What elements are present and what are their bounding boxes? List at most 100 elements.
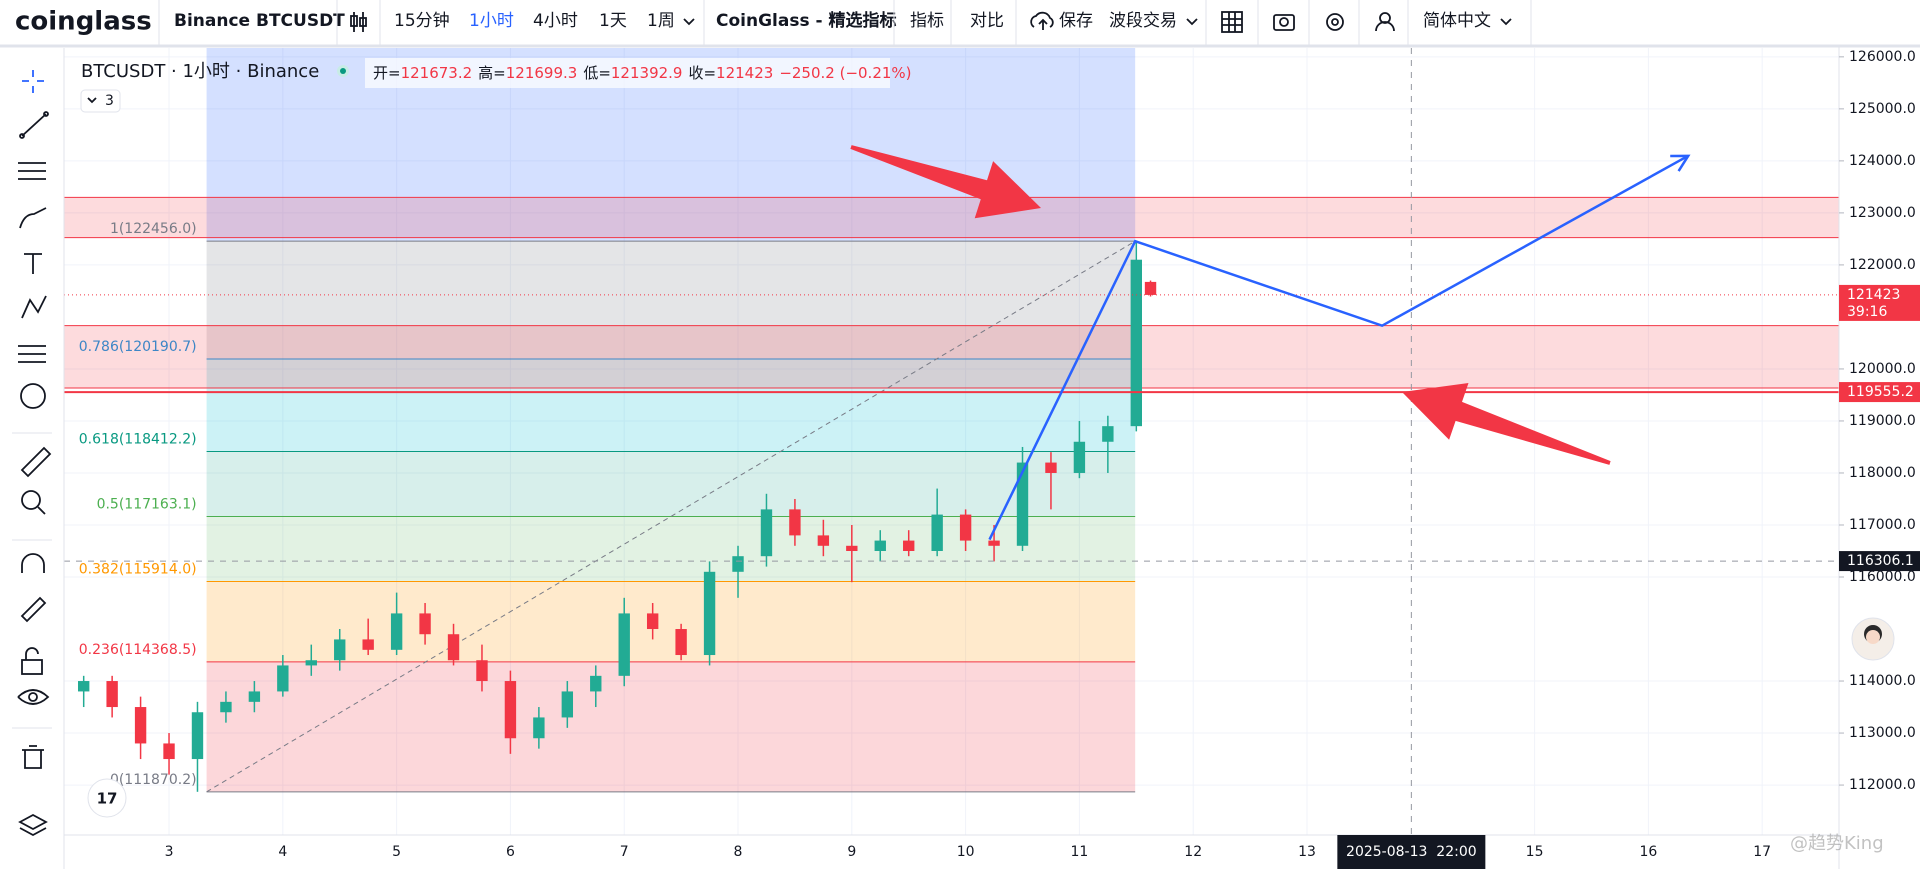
candle-body	[789, 509, 801, 536]
candle-body	[817, 535, 830, 546]
interval[interactable]: 1天	[599, 11, 627, 31]
layout[interactable]: 波段交易	[1109, 11, 1177, 31]
x-tick-label: 7	[620, 844, 629, 860]
y-tick-label: 124000.0	[1849, 153, 1916, 169]
label: 开=	[373, 64, 401, 82]
tv-logo	[87, 778, 127, 818]
time-axis	[0, 835, 1839, 869]
chevron[interactable]	[683, 18, 695, 26]
candle-body	[988, 540, 1000, 546]
x-tick-label: 11	[1070, 844, 1088, 860]
x-tick-label: 6	[506, 844, 515, 860]
countdown: 39:16	[1847, 304, 1887, 320]
preset[interactable]: CoinGlass - 精选指标	[716, 10, 896, 31]
zone	[64, 325, 1839, 388]
interval[interactable]: 4小时	[533, 11, 578, 31]
legend-bg	[365, 58, 890, 88]
indicators[interactable]: 指标	[910, 11, 944, 31]
interval[interactable]: 1小时	[469, 11, 514, 31]
chevron[interactable]	[1500, 18, 1512, 26]
candle-body	[1045, 462, 1057, 473]
status-dot	[340, 68, 346, 74]
interval[interactable]: 1周	[647, 11, 675, 31]
interval[interactable]: 15分钟	[394, 11, 450, 31]
collapsed-count[interactable]: 3	[105, 93, 114, 109]
trend-arrowhead	[1670, 154, 1691, 172]
open: 121673.2	[401, 64, 473, 82]
settings-icon[interactable]	[1326, 13, 1344, 31]
save-icon[interactable]	[1030, 11, 1054, 30]
misc: 17 @趋势King	[87, 617, 1895, 854]
y-tick-label: 119000.0	[1849, 413, 1916, 429]
trend-line	[988, 154, 1689, 541]
candle-body	[390, 613, 403, 650]
price-line-box	[1839, 382, 1920, 403]
candle-body	[334, 639, 346, 661]
fib-zone	[206, 241, 1136, 360]
crosshair-price-label: 116306.1	[1847, 553, 1914, 569]
candle-body	[476, 660, 488, 682]
separators	[158, 0, 1532, 46]
crosshair-time-box	[1337, 835, 1486, 869]
tool-icons[interactable]	[17, 70, 52, 837]
y-tick-label: 120000.0	[1849, 361, 1916, 377]
chevron[interactable]	[1186, 18, 1198, 26]
fib-label: 1(122456.0)	[110, 221, 197, 237]
grid-icon[interactable]	[1221, 11, 1243, 33]
x-tick-label: 17	[1753, 844, 1771, 860]
fib-zone	[206, 516, 1136, 582]
x-tick-label: 15	[1526, 844, 1544, 860]
save[interactable]: 保存	[1059, 11, 1093, 31]
symbol[interactable]: Binance BTCUSDT	[174, 11, 345, 31]
change: −250.2 (−0.21%)	[779, 64, 911, 82]
compare[interactable]: 对比	[970, 11, 1004, 31]
candle-body	[362, 639, 374, 650]
candle-body	[618, 613, 630, 676]
y-tick-label: 113000.0	[1849, 725, 1916, 741]
collapse-button[interactable]	[80, 89, 121, 113]
crosshair-time-label: 2025-08-13 22:00	[1346, 844, 1477, 860]
candle-body	[703, 571, 716, 656]
label: 低=	[583, 64, 611, 82]
x-tick-label: 10	[957, 844, 975, 860]
chart-type-icon[interactable]	[350, 12, 367, 32]
y-tick-label: 122000.0	[1849, 257, 1916, 273]
x-tick-label: 3	[165, 844, 174, 860]
fib-zone	[206, 661, 1136, 792]
logo[interactable]: coinglass	[15, 7, 152, 37]
fib-label: 0.618(118412.2)	[79, 432, 197, 448]
language[interactable]: 简体中文	[1423, 11, 1491, 31]
candle-body	[305, 660, 317, 666]
candle-body	[220, 701, 232, 713]
candle-body	[1016, 462, 1029, 546]
candle-body	[760, 509, 773, 557]
left-toolbar-bg	[0, 48, 64, 869]
candle-body	[191, 712, 204, 760]
candle-body	[590, 675, 602, 692]
legend: BTCUSDT · 1小时 · Binance 开=121673.2 高=1216…	[80, 58, 912, 113]
y-tick-label: 117000.0	[1849, 517, 1916, 533]
watermark: @趋势King	[1790, 833, 1884, 854]
tv-logo-text: 17	[97, 790, 118, 808]
candle-body	[874, 540, 886, 551]
candle-body	[248, 691, 261, 702]
camera-icon[interactable]	[1273, 14, 1295, 31]
candle-body	[1102, 426, 1114, 442]
chevron[interactable]	[87, 97, 97, 104]
candle-body	[675, 629, 687, 656]
candle-body	[846, 545, 858, 551]
x-tick-label: 9	[847, 844, 856, 860]
user-icon[interactable]	[1375, 12, 1395, 32]
fib-zone	[206, 451, 1136, 517]
candle-body	[419, 613, 431, 635]
price-line-label: 119555.2	[1847, 384, 1914, 400]
y-tick-label: 125000.0	[1849, 101, 1916, 117]
x-tick-label: 12	[1184, 844, 1202, 860]
toolbar-bg	[0, 0, 1920, 46]
left-toolbar	[0, 48, 65, 869]
ohlc: 开=121673.2 高=121699.3 低=121392.9 收=121423 −2…	[373, 64, 912, 82]
avatar[interactable]	[1866, 630, 1880, 644]
fib-zone	[206, 359, 1136, 452]
high: 121699.3	[506, 64, 578, 82]
